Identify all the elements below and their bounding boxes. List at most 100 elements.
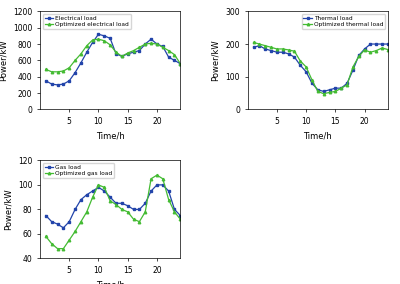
Optimized electrical load <box>78 52 83 56</box>
Electrical load <box>96 33 101 36</box>
Optimized thermal load <box>368 51 373 54</box>
Legend: Gas load, Optimized gas load: Gas load, Optimized gas load <box>43 163 114 178</box>
Thermal load <box>333 86 338 90</box>
Line: Thermal load: Thermal load <box>252 43 389 93</box>
Thermal load <box>345 82 350 85</box>
Thermal load <box>356 54 361 57</box>
Legend: Thermal load, Optimized thermal load: Thermal load, Optimized thermal load <box>302 14 385 29</box>
Optimized electrical load <box>73 59 78 62</box>
Optimized electrical load <box>61 69 66 73</box>
Line: Optimized gas load: Optimized gas load <box>44 174 182 250</box>
Optimized thermal load <box>251 41 256 44</box>
Electrical load <box>172 59 177 62</box>
Optimized electrical load <box>67 66 72 70</box>
Gas load <box>154 183 159 187</box>
Optimized electrical load <box>114 51 118 54</box>
Optimized electrical load <box>108 43 112 47</box>
Optimized gas load <box>67 238 72 242</box>
Optimized gas load <box>154 174 159 177</box>
Thermal load <box>386 42 390 46</box>
Optimized thermal load <box>386 48 390 51</box>
X-axis label: Time/h: Time/h <box>304 131 332 141</box>
Optimized gas load <box>108 199 112 202</box>
Line: Optimized thermal load: Optimized thermal load <box>252 41 389 95</box>
Optimized gas load <box>73 230 78 233</box>
Optimized electrical load <box>166 49 171 52</box>
Electrical load <box>73 71 78 74</box>
Electrical load <box>108 37 112 40</box>
Y-axis label: Power/kW: Power/kW <box>211 39 220 81</box>
Optimized electrical load <box>44 68 48 71</box>
Thermal load <box>321 90 326 93</box>
Thermal load <box>362 47 367 51</box>
Optimized thermal load <box>321 92 326 95</box>
Optimized thermal load <box>280 47 285 51</box>
Optimized electrical load <box>149 41 154 45</box>
Gas load <box>55 222 60 226</box>
Gas load <box>149 189 154 193</box>
Optimized gas load <box>96 183 101 187</box>
Optimized gas load <box>137 220 142 224</box>
Optimized thermal load <box>286 48 291 52</box>
Gas load <box>96 186 101 189</box>
Optimized gas load <box>120 208 124 211</box>
Y-axis label: Power/kW: Power/kW <box>3 189 12 230</box>
Electrical load <box>102 34 107 37</box>
Optimized gas load <box>178 218 183 221</box>
Optimized thermal load <box>292 49 297 53</box>
Electrical load <box>131 51 136 54</box>
Optimized thermal load <box>327 91 332 94</box>
Thermal load <box>304 70 308 74</box>
Optimized electrical load <box>96 37 101 41</box>
Thermal load <box>350 68 355 72</box>
Optimized thermal load <box>304 65 308 69</box>
Thermal load <box>263 47 268 51</box>
Optimized electrical load <box>125 51 130 55</box>
Optimized electrical load <box>131 49 136 52</box>
X-axis label: Time/h: Time/h <box>96 131 124 141</box>
Thermal load <box>368 42 373 46</box>
Optimized gas load <box>90 195 95 199</box>
Electrical load <box>55 83 60 87</box>
Thermal load <box>274 51 279 54</box>
Optimized gas load <box>166 198 171 201</box>
Optimized gas load <box>160 177 165 180</box>
Gas load <box>102 189 107 193</box>
Gas load <box>90 189 95 193</box>
Thermal load <box>339 86 344 90</box>
Optimized electrical load <box>90 38 95 42</box>
Thermal load <box>292 55 297 59</box>
Optimized electrical load <box>137 46 142 49</box>
Optimized electrical load <box>49 70 54 74</box>
Gas load <box>78 198 83 201</box>
Electrical load <box>149 37 154 41</box>
X-axis label: Time/h: Time/h <box>96 281 124 284</box>
Gas load <box>108 195 112 199</box>
Optimized thermal load <box>316 90 320 93</box>
Electrical load <box>44 79 48 83</box>
Electrical load <box>154 42 159 46</box>
Electrical load <box>125 52 130 56</box>
Thermal load <box>327 88 332 91</box>
Optimized gas load <box>125 210 130 214</box>
Optimized electrical load <box>120 55 124 58</box>
Y-axis label: Power/kW: Power/kW <box>0 39 8 81</box>
Optimized gas load <box>102 186 107 189</box>
Optimized gas load <box>131 218 136 221</box>
Gas load <box>131 208 136 211</box>
Thermal load <box>374 42 379 46</box>
Gas load <box>49 220 54 224</box>
Thermal load <box>286 52 291 56</box>
Electrical load <box>143 42 148 46</box>
Optimized thermal load <box>257 42 262 46</box>
Optimized gas load <box>49 242 54 245</box>
Electrical load <box>114 52 118 56</box>
Optimized thermal load <box>298 59 303 63</box>
Optimized thermal load <box>339 86 344 90</box>
Line: Optimized electrical load: Optimized electrical load <box>44 38 182 73</box>
Thermal load <box>298 64 303 67</box>
Optimized electrical load <box>178 62 183 65</box>
Gas load <box>166 189 171 193</box>
Optimized thermal load <box>374 49 379 52</box>
Optimized gas load <box>61 247 66 250</box>
